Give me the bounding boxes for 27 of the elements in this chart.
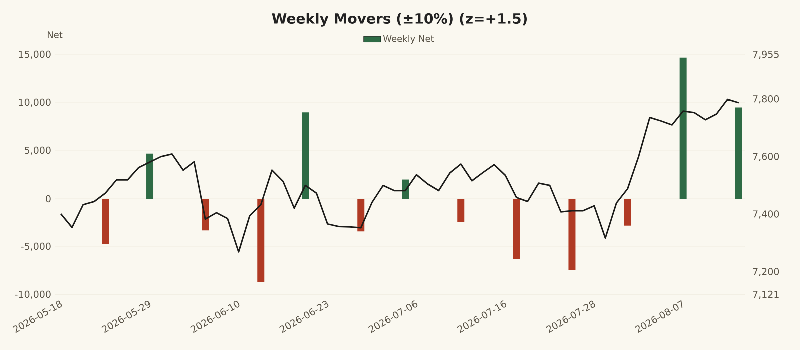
y2-tick-label: 7,200	[753, 268, 780, 276]
legend-label: Weekly Net	[383, 35, 434, 44]
bar	[568, 198, 576, 270]
bar	[513, 198, 520, 260]
y2-tick-label: 7,121	[753, 290, 779, 300]
y-tick-label: 0	[46, 195, 51, 203]
y2-tick-label: 7,955	[753, 50, 779, 60]
bar	[735, 108, 742, 199]
y-tick-label: 10,000	[19, 98, 51, 108]
bar	[258, 198, 265, 283]
line-series	[60, 98, 740, 253]
y-tick-label: 5,000	[25, 146, 51, 156]
y2-tick-label: 7,400	[753, 210, 780, 219]
bar	[624, 198, 632, 226]
y-axis-title: Net	[48, 32, 63, 38]
y2-tick-label: 7,600	[753, 153, 780, 162]
bar	[458, 198, 465, 222]
bar	[146, 154, 154, 199]
chart-title: Weekly Movers (±10%) (z=+1.5)	[272, 13, 528, 27]
y-tick-label: -5,000	[21, 242, 51, 252]
bar	[680, 58, 687, 199]
y2-tick-label: 7,800	[753, 96, 780, 104]
bar	[302, 112, 310, 199]
bar	[102, 198, 110, 244]
y-tick-label: 15,000	[19, 50, 51, 60]
bar	[358, 198, 365, 232]
y-tick-label: -10,000	[15, 290, 51, 300]
